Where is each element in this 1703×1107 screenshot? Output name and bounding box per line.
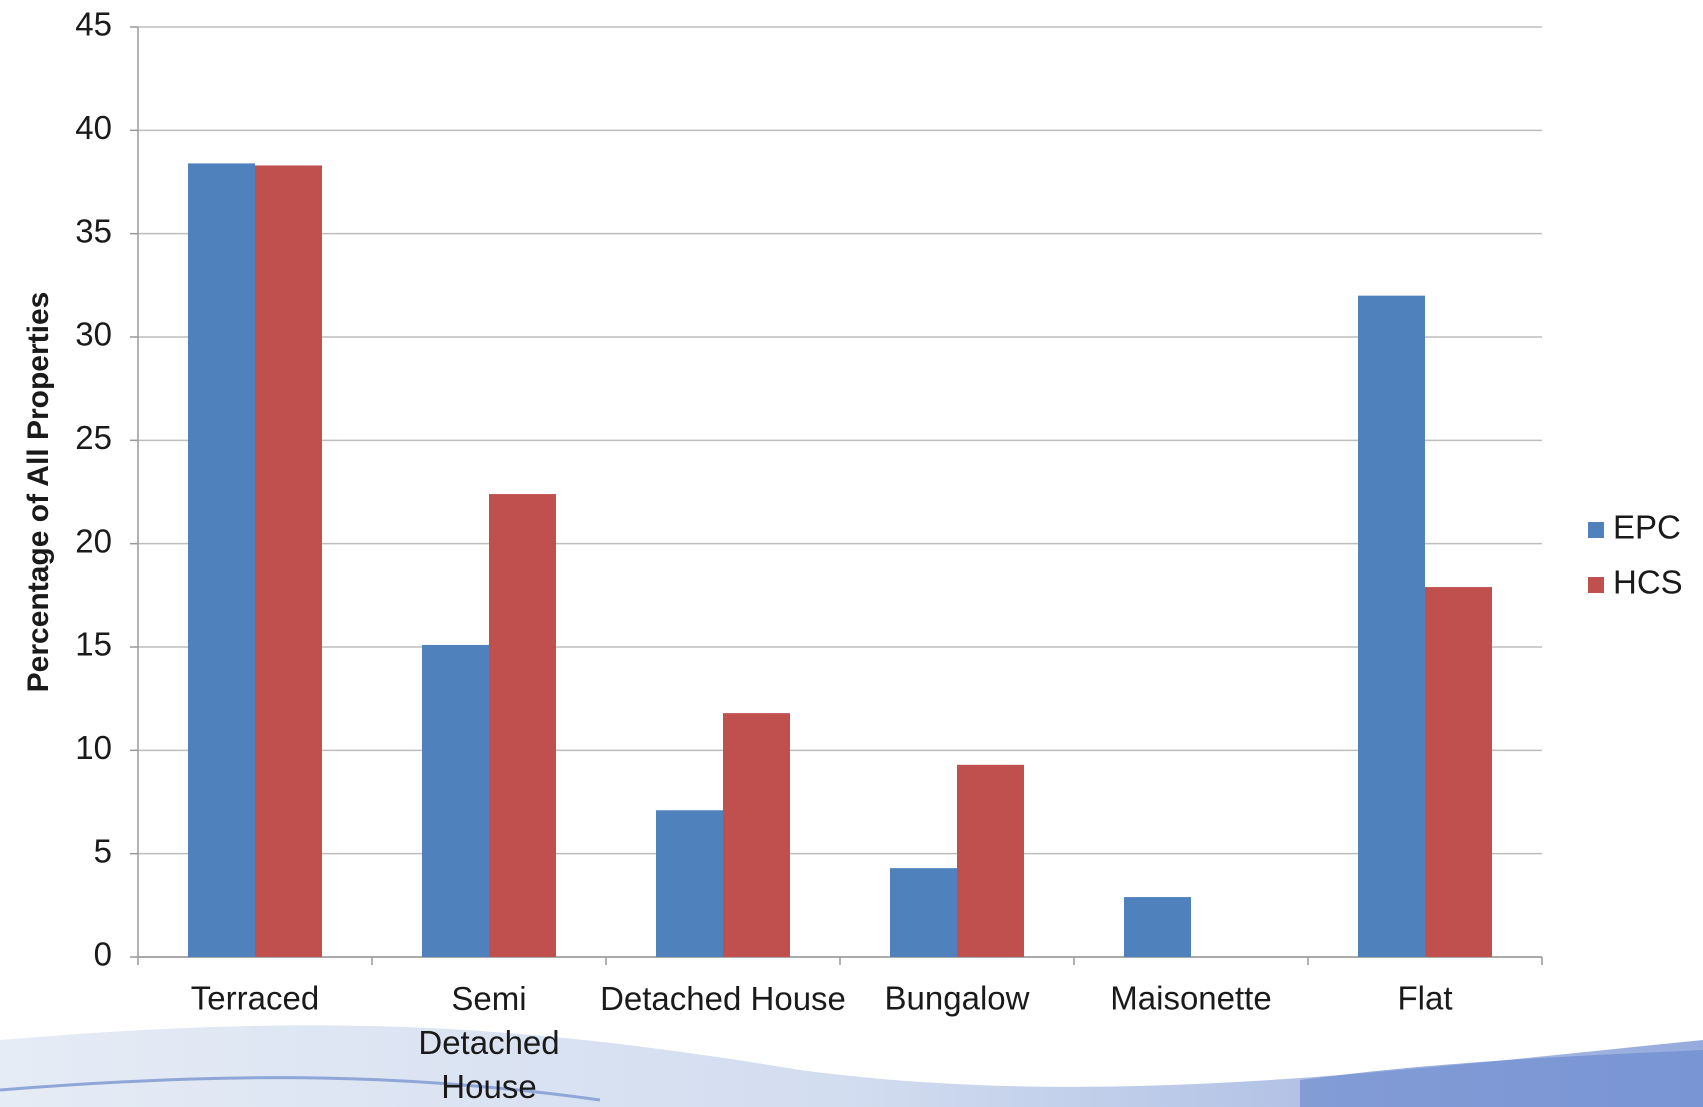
bar [422, 644, 489, 957]
bar [489, 494, 556, 957]
y-tick-label: 5 [94, 832, 112, 869]
bar [1358, 295, 1425, 958]
bar [255, 165, 322, 957]
bar [890, 868, 957, 957]
y-tick-label: 30 [75, 316, 112, 353]
bar [1425, 587, 1492, 957]
legend-swatch [1588, 577, 1604, 593]
y-tick-label: 40 [75, 109, 112, 146]
y-tick-label: 35 [75, 212, 112, 249]
decoration [0, 1025, 1703, 1107]
legend-swatch [1588, 522, 1604, 538]
x-tick-label: Flat [1397, 980, 1452, 1017]
x-tick-label: Maisonette [1110, 980, 1271, 1017]
bar [656, 810, 723, 957]
bar [723, 713, 790, 957]
y-tick-label: 0 [94, 936, 112, 973]
x-tick-label: Detached House [600, 980, 846, 1017]
bar [188, 163, 255, 957]
x-tick-label: Semi Detached House [418, 980, 559, 1105]
y-tick-label: 15 [75, 626, 112, 663]
y-tick-label: 20 [75, 522, 112, 559]
y-tick-label: 45 [75, 6, 112, 43]
bar [957, 764, 1024, 957]
x-tick-label: Terraced [191, 980, 319, 1017]
y-axis-label: Percentage of All Properties [22, 292, 55, 693]
bar [1124, 897, 1191, 957]
y-tick-label: 25 [75, 419, 112, 456]
x-tick-label: Bungalow [885, 980, 1030, 1017]
y-tick-label: 10 [75, 729, 112, 766]
legend-label: EPC [1613, 509, 1681, 546]
legend-label: HCS [1613, 564, 1683, 601]
